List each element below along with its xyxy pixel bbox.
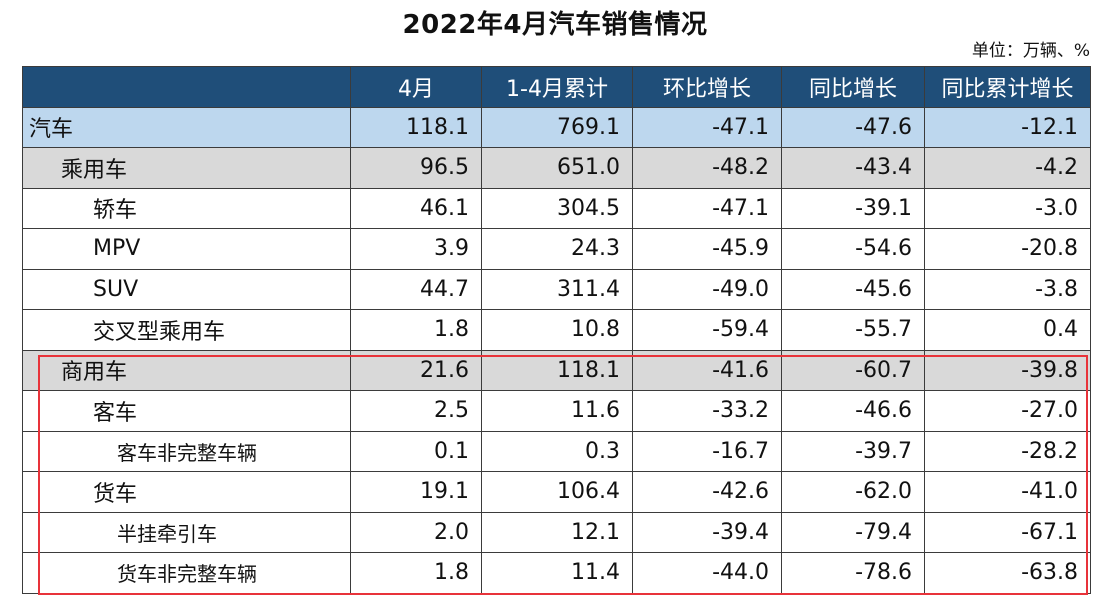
table-cell: -63.8 <box>924 552 1091 594</box>
table-cell: -39.1 <box>781 187 925 229</box>
table-cell: -47.1 <box>632 106 782 148</box>
table-cell: 0.3 <box>481 430 633 472</box>
header-cell-month: 4月 <box>350 66 482 108</box>
row-label: 乘用车 <box>22 147 351 189</box>
header-cell-item <box>22 66 351 108</box>
table-row: 乘用车 96.5 651.0 -48.2 -43.4 -4.2 <box>22 147 1091 189</box>
table-cell: 118.1 <box>350 106 482 148</box>
table-cell: -3.8 <box>924 268 1091 310</box>
table-cell: 651.0 <box>481 147 633 189</box>
table-row: 半挂牵引车 2.0 12.1 -39.4 -79.4 -67.1 <box>22 511 1091 553</box>
table-cell: 21.6 <box>350 349 482 391</box>
row-label: 汽车 <box>22 106 351 148</box>
table-cell: -78.6 <box>781 552 925 594</box>
table-cell: 769.1 <box>481 106 633 148</box>
unit-label: 单位：万辆、% <box>971 41 1090 61</box>
table-cell: -41.6 <box>632 349 782 391</box>
table-cell: -16.7 <box>632 430 782 472</box>
table-cell: 118.1 <box>481 349 633 391</box>
table-cell: -45.6 <box>781 268 925 310</box>
table-cell: 304.5 <box>481 187 633 229</box>
table-cell: -46.6 <box>781 390 925 432</box>
table-row: SUV 44.7 311.4 -49.0 -45.6 -3.8 <box>22 268 1091 310</box>
row-label: 商用车 <box>22 349 351 391</box>
row-label: 货车 <box>22 471 351 513</box>
page-title: 2022年4月汽车销售情况 <box>402 10 708 40</box>
table-cell: -60.7 <box>781 349 925 391</box>
header-cell-mom-growth: 环比增长 <box>632 66 782 108</box>
row-label: SUV <box>22 268 351 310</box>
table-cell: 19.1 <box>350 471 482 513</box>
table-row: 汽车 118.1 769.1 -47.1 -47.6 -12.1 <box>22 106 1091 148</box>
table-cell: -45.9 <box>632 228 782 270</box>
table-cell: -33.2 <box>632 390 782 432</box>
table-row: 客车 2.5 11.6 -33.2 -46.6 -27.0 <box>22 390 1091 432</box>
table-cell: 1.8 <box>350 552 482 594</box>
table-cell: -47.1 <box>632 187 782 229</box>
header-cell-yoy-growth: 同比增长 <box>781 66 925 108</box>
table-cell: -47.6 <box>781 106 925 148</box>
header-cell-yoy-cumulative-growth: 同比累计增长 <box>924 66 1091 108</box>
row-label: 交叉型乘用车 <box>22 309 351 351</box>
row-label: 轿车 <box>22 187 351 229</box>
table-cell: 1.8 <box>350 309 482 351</box>
table-cell: 3.9 <box>350 228 482 270</box>
table-cell: 11.4 <box>481 552 633 594</box>
table-cell: -20.8 <box>924 228 1091 270</box>
table-cell: -54.6 <box>781 228 925 270</box>
table-cell: 10.8 <box>481 309 633 351</box>
table-cell: -44.0 <box>632 552 782 594</box>
table-cell: -59.4 <box>632 309 782 351</box>
table-cell: 0.1 <box>350 430 482 472</box>
table-cell: -43.4 <box>781 147 925 189</box>
sales-table: 4月 1-4月累计 环比增长 同比增长 同比累计增长 汽车 118.1 769.1-… <box>22 66 1091 594</box>
table-cell: -28.2 <box>924 430 1091 472</box>
table-cell: -4.2 <box>924 147 1091 189</box>
header-cell-cumulative: 1-4月累计 <box>481 66 633 108</box>
table-body: 汽车 118.1 769.1 -47.1 -47.6 -12.1 乘用车 96.5 651.0-… <box>22 106 1091 594</box>
table-cell: -27.0 <box>924 390 1091 432</box>
table-cell: -79.4 <box>781 511 925 553</box>
row-label: 客车非完整车辆 <box>22 430 351 472</box>
table-cell: -39.7 <box>781 430 925 472</box>
table-cell: -67.1 <box>924 511 1091 553</box>
row-label: MPV <box>22 228 351 270</box>
table-row: 客车非完整车辆 0.1 0.3 -16.7 -39.7 -28.2 <box>22 430 1091 472</box>
table-cell: -62.0 <box>781 471 925 513</box>
table-cell: 96.5 <box>350 147 482 189</box>
table-cell: 11.6 <box>481 390 633 432</box>
row-label: 客车 <box>22 390 351 432</box>
table-cell: -39.8 <box>924 349 1091 391</box>
table-row: 轿车 46.1 304.5 -47.1 -39.1 -3.0 <box>22 187 1091 229</box>
table-cell: -41.0 <box>924 471 1091 513</box>
table-cell: -3.0 <box>924 187 1091 229</box>
table-cell: 46.1 <box>350 187 482 229</box>
table-cell: 24.3 <box>481 228 633 270</box>
table-cell: -42.6 <box>632 471 782 513</box>
table-cell: 12.1 <box>481 511 633 553</box>
table-cell: -39.4 <box>632 511 782 553</box>
row-label: 半挂牵引车 <box>22 511 351 553</box>
table-cell: 44.7 <box>350 268 482 310</box>
table-cell: -48.2 <box>632 147 782 189</box>
table-cell: -49.0 <box>632 268 782 310</box>
table-row: 货车非完整车辆 1.8 11.4 -44.0 -78.6 -63.8 <box>22 552 1091 594</box>
table-cell: 106.4 <box>481 471 633 513</box>
table-cell: 2.0 <box>350 511 482 553</box>
table-row: 商用车 21.6 118.1 -41.6 -60.7 -39.8 <box>22 349 1091 391</box>
table-cell: -12.1 <box>924 106 1091 148</box>
table-header-row: 4月 1-4月累计 环比增长 同比增长 同比累计增长 <box>22 66 1091 108</box>
table-row: 交叉型乘用车 1.8 10.8 -59.4 -55.7 0.4 <box>22 309 1091 351</box>
table-cell: 0.4 <box>924 309 1091 351</box>
table-cell: 311.4 <box>481 268 633 310</box>
table-cell: -55.7 <box>781 309 925 351</box>
table-row: 货车 19.1 106.4 -42.6 -62.0 -41.0 <box>22 471 1091 513</box>
row-label: 货车非完整车辆 <box>22 552 351 594</box>
table-cell: 2.5 <box>350 390 482 432</box>
table-row: MPV 3.9 24.3 -45.9 -54.6 -20.8 <box>22 228 1091 270</box>
